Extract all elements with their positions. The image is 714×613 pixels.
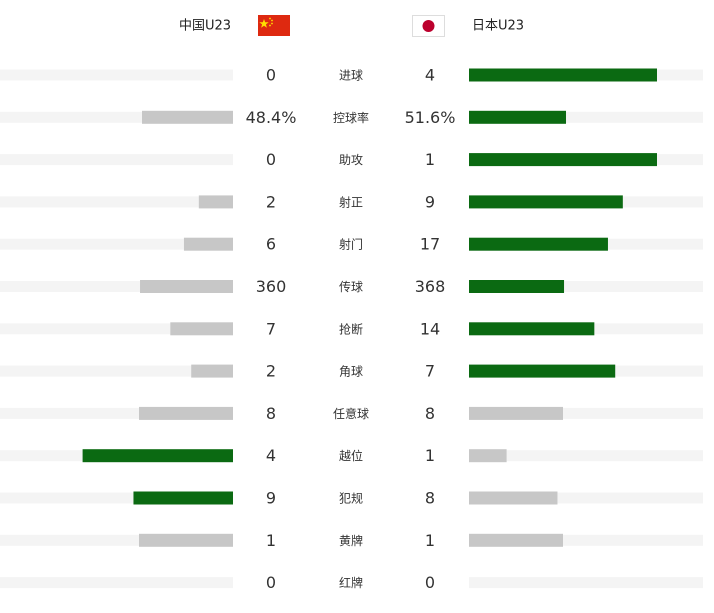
stat-label: 任意球 (333, 406, 369, 421)
home-value: 6 (266, 235, 276, 254)
home-value: 360 (256, 277, 287, 296)
away-bar (469, 406, 563, 420)
home-bar (142, 110, 233, 124)
track (0, 577, 233, 589)
track (469, 450, 703, 462)
home-bar (139, 406, 233, 420)
away-value: 51.6% (405, 108, 456, 127)
home-value: 0 (266, 150, 276, 169)
stat-label: 射门 (339, 237, 363, 252)
home-value: 2 (266, 192, 276, 211)
track (0, 492, 233, 504)
home-value: 1 (266, 531, 276, 550)
track (0, 281, 233, 292)
away-value: 17 (420, 235, 440, 254)
away-bar (469, 533, 563, 547)
away-bar (469, 237, 608, 251)
track (469, 534, 703, 546)
track (0, 365, 233, 377)
away-value: 1 (425, 531, 435, 550)
bottom-fade (0, 588, 714, 613)
china-flag (258, 15, 290, 36)
home-value: 9 (266, 489, 276, 508)
stat-label: 助攻 (339, 153, 363, 167)
away-bar (469, 364, 616, 378)
away-team: 日本U23 (472, 19, 524, 34)
japan-flag (412, 15, 445, 37)
home-value: 2 (266, 362, 276, 381)
stat-label: 进球 (339, 69, 363, 83)
track (0, 534, 233, 546)
away-bar (469, 195, 623, 209)
away-bar (469, 322, 595, 336)
home-value: 48.4% (246, 108, 297, 127)
track (0, 407, 233, 419)
home-bar (191, 364, 233, 378)
away-value: 368 (415, 277, 446, 296)
away-bar (469, 68, 657, 82)
home-value: 0 (266, 573, 276, 592)
stat-label: 抢断 (339, 321, 363, 336)
away-value: 9 (425, 192, 435, 211)
away-bar (469, 491, 558, 505)
away-value: 14 (420, 319, 440, 338)
track (469, 492, 703, 504)
stat-label: 控球率 (333, 110, 369, 125)
away-value: 0 (425, 573, 435, 592)
stat-label: 黄牌 (339, 534, 363, 548)
home-bar (82, 449, 233, 463)
stat-label: 角球 (339, 365, 363, 379)
away-value: 1 (425, 446, 435, 465)
home-bar (133, 491, 233, 505)
home-team: 中国U23 (179, 19, 231, 34)
track (0, 69, 233, 81)
home-value: 8 (266, 404, 276, 423)
away-bar (469, 449, 507, 463)
away-bar (469, 110, 567, 124)
home-bar (139, 533, 233, 547)
home-bar (198, 195, 233, 209)
stat-label: 越位 (339, 448, 363, 463)
home-bar (170, 322, 233, 336)
track (0, 196, 233, 208)
away-value: 4 (425, 66, 435, 85)
stat-label: 传球 (339, 279, 363, 294)
away-bar (469, 153, 657, 167)
home-value: 4 (266, 446, 276, 465)
home-value: 7 (266, 319, 276, 338)
away-value: 7 (425, 362, 435, 381)
away-value: 1 (425, 150, 435, 169)
track (0, 111, 233, 123)
track (469, 577, 703, 589)
away-bar (469, 280, 565, 293)
stat-label: 红牌 (339, 575, 363, 590)
stat-label: 射正 (339, 194, 363, 209)
track (0, 238, 233, 250)
track (0, 323, 233, 335)
away-value: 8 (425, 404, 435, 423)
away-value: 8 (425, 489, 435, 508)
stat-label: 犯规 (339, 491, 363, 506)
track (469, 407, 703, 419)
track (469, 281, 703, 292)
home-bar (183, 237, 233, 251)
track (0, 154, 233, 166)
home-value: 0 (266, 66, 276, 85)
home-bar (140, 280, 233, 293)
track (469, 111, 703, 123)
